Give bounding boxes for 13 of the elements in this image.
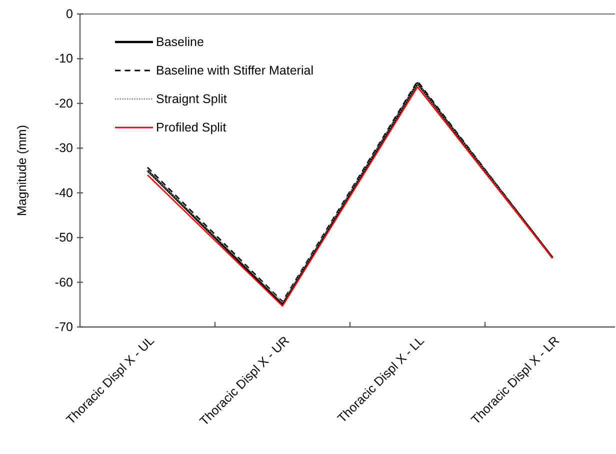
y-tick-label: -70 [54, 320, 74, 334]
y-tick-label: -20 [54, 96, 74, 110]
y-tick-label: 0 [66, 7, 74, 21]
y-axis-title: Magnitude (mm) [15, 125, 29, 216]
y-tick-label: -50 [54, 230, 74, 245]
y-tick-label: -10 [54, 52, 74, 66]
legend-label: Straignt Split [156, 92, 228, 106]
legend-label: Profiled Split [156, 120, 227, 134]
y-tick-label: -30 [54, 141, 74, 156]
y-tick-label: -60 [54, 275, 74, 290]
y-tick-label: -40 [54, 186, 74, 200]
legend-label: Baseline [156, 35, 204, 49]
legend-label: Baseline with Stiffer Material [156, 64, 314, 78]
